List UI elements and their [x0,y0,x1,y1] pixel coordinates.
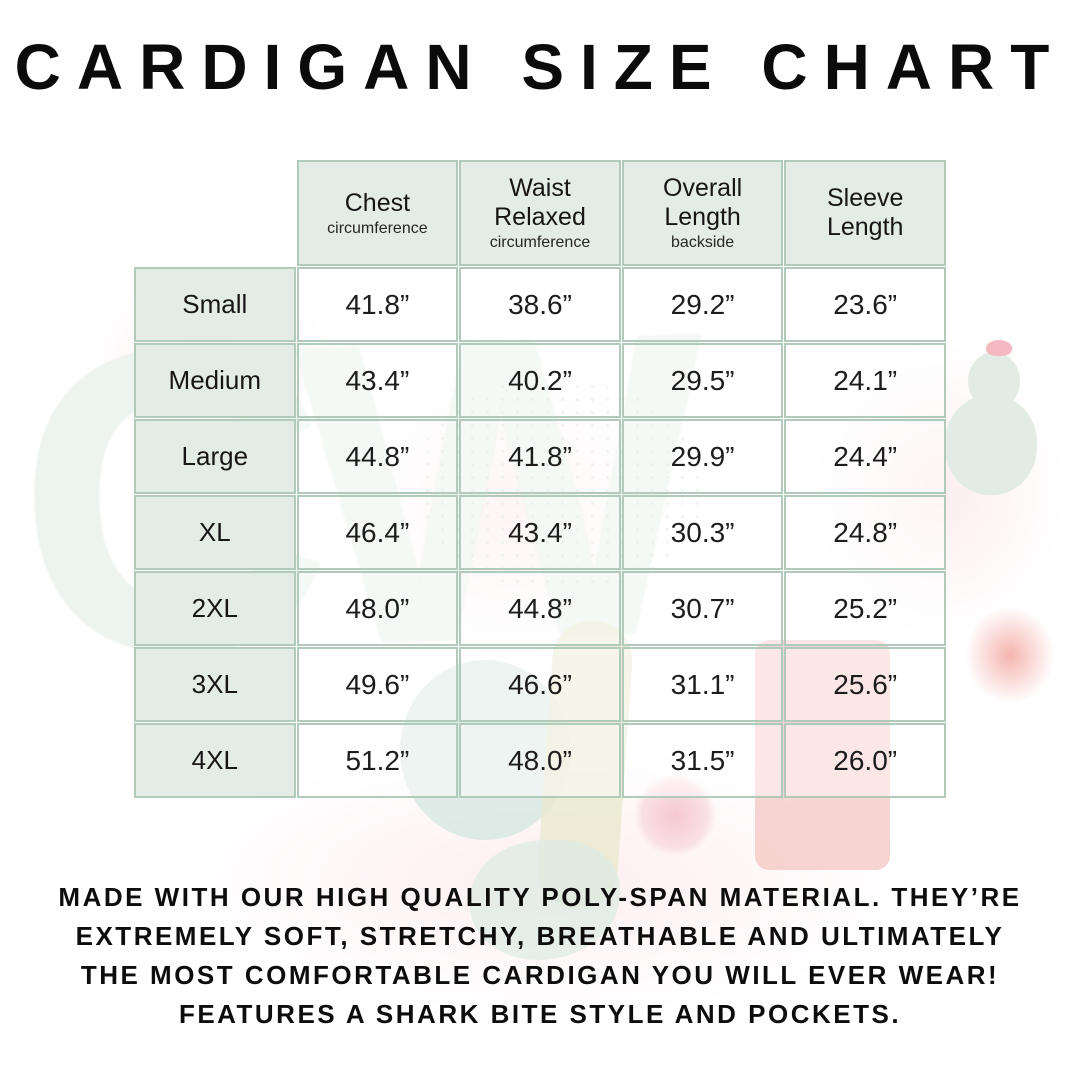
value-cell: 25.2” [784,571,946,646]
flower-watermark-icon [620,760,730,870]
cactus-watermark-icon [968,352,1020,410]
column-header-label: Chest [344,188,411,217]
value-cell: 46.4” [296,495,459,570]
column-header-label: Waist Relaxed [494,174,586,231]
value-cell: 44.8” [296,419,459,494]
value-cell: 43.4” [459,495,621,570]
size-chart-table: Chest circumference Waist Relaxed circumfer… [134,160,946,798]
value-cell: 41.8” [296,267,459,342]
value-cell: 26.0” [784,723,946,798]
column-header-sublabel: circumference [489,234,591,251]
pot-watermark-icon [755,640,890,870]
size-cell: 2XL [134,571,296,646]
value-cell: 30.3” [621,495,784,570]
value-cell: 48.0” [459,723,621,798]
value-cell: 29.9” [621,419,784,494]
column-header-label: Sleeve Length [826,184,904,241]
value-cell: 48.0” [296,571,459,646]
value-cell: 41.8” [459,419,621,494]
column-header: Sleeve Length [784,160,946,266]
size-cell: XL [134,495,296,570]
value-cell: 24.8” [784,495,946,570]
value-cell: 29.5” [621,343,784,418]
value-cell: 30.7” [621,571,784,646]
value-cell: 24.1” [784,343,946,418]
flower-watermark-icon [950,590,1070,720]
value-cell: 40.2” [459,343,621,418]
value-cell: 43.4” [296,343,459,418]
column-header-sublabel: circumference [327,219,428,237]
table-corner-spacer [134,160,296,266]
value-cell: 46.6” [459,647,621,722]
value-cell: 31.1” [621,647,784,722]
value-cell: 31.5” [621,723,784,798]
page-title: CARDIGAN SIZE CHART [14,31,1066,103]
value-cell: 49.6” [296,647,459,722]
value-cell: 25.6” [784,647,946,722]
description-line: EXTREMELY SOFT, STRETCHY, BREATHABLE AND… [75,921,1005,951]
leaf-watermark-icon [470,840,620,960]
size-cell: Medium [134,343,296,418]
size-cell: 4XL [134,723,296,798]
value-cell: 23.6” [784,267,946,342]
value-cell: 24.4” [784,419,946,494]
cactus-watermark-icon [945,395,1037,495]
size-cell: Small [134,267,296,342]
description: MADE WITH OUR HIGH QUALITY POLY-SPAN MAT… [0,878,1080,1034]
speckle-texture [420,380,710,590]
column-header: Waist Relaxed circumference [459,160,621,266]
column-header: Chest circumference [296,160,459,266]
description-line: MADE WITH OUR HIGH QUALITY POLY-SPAN MAT… [58,882,1022,912]
value-cell: 29.2” [621,267,784,342]
column-header-label: Overall Length [663,174,743,231]
size-cell: 3XL [134,647,296,722]
column-header: Overall Length backside [621,160,784,266]
cactus-flower-icon [986,340,1012,356]
description-line: FEATURES A SHARK BITE STYLE AND POCKETS. [178,999,902,1029]
column-header-sublabel: backside [671,234,735,251]
description-line: THE MOST COMFORTABLE CARDIGAN YOU WILL E… [80,960,1000,990]
value-cell: 38.6” [459,267,621,342]
size-cell: Large [134,419,296,494]
value-cell: 51.2” [296,723,459,798]
value-cell: 44.8” [459,571,621,646]
